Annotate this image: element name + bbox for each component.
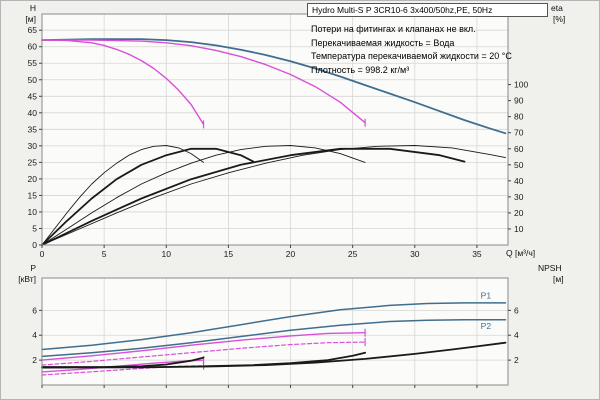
series-eta-system-1 (41, 147, 255, 246)
ytick-right-label: 30 (514, 192, 524, 202)
chart-annotations: Потери на фитингах и клапанах не вкл. Пе… (311, 23, 512, 77)
ytick-right-label: 6 (514, 305, 519, 315)
series-eta-system-2 (41, 147, 466, 246)
annotation-density: Плотность = 998.2 кг/м³ (311, 64, 410, 75)
series-head-2-pumps (41, 39, 366, 124)
y-axis-unit-eta: [%] (553, 14, 566, 24)
ytick-left-label: 4 (32, 330, 37, 340)
ytick-left-label: 15 (28, 190, 38, 200)
series-npsh-3-pumps (41, 341, 507, 369)
ytick-left-label: 5 (32, 223, 37, 233)
xtick-label: 35 (472, 249, 482, 259)
annotation-losses: Потери на фитингах и клапанах не вкл. (311, 24, 476, 34)
x-axis-label-q: Q [м³/ч] (506, 248, 536, 258)
series-eta-1-pump (41, 145, 204, 246)
xtick-label: 0 (40, 249, 45, 259)
ytick-left-label: 10 (28, 207, 38, 217)
xtick-label: 25 (348, 249, 358, 259)
chart-title: Hydro Multi-S P 3CR10-6 3x400/50hz,PE, 5… (312, 5, 493, 15)
chart-head-flow: 0510152025303540455055606510203040506070… (28, 13, 528, 259)
ytick-left-label: 65 (28, 25, 38, 35)
ytick-right-label: 100 (514, 80, 528, 90)
series-p2-2-pumps (41, 341, 366, 366)
ytick-left-label: 0 (32, 240, 37, 250)
plot-border (41, 277, 509, 386)
y-axis-label-eta: eta (551, 3, 563, 13)
ytick-right-label: 4 (514, 330, 519, 340)
ytick-right-label: 90 (514, 96, 524, 106)
xtick-label: 5 (102, 249, 107, 259)
y-axis-unit-p: [кВт] (18, 274, 36, 284)
ytick-right-label: 60 (514, 144, 524, 154)
annotation-liquid: Перекачиваемая жидкость = Вода (311, 37, 455, 48)
series-head-3-pumps (41, 38, 507, 135)
annotation-temperature: Температура перекачиваемой жидкости = 20… (311, 51, 512, 61)
series-label-P1: P1 (481, 290, 492, 300)
y-axis-label-h: H (29, 3, 36, 13)
ytick-right-label: 20 (514, 208, 524, 218)
xtick-label: 10 (162, 249, 172, 259)
ytick-left-label: 2 (32, 355, 37, 365)
series-p1-2-pumps (41, 332, 366, 361)
y-axis-unit-h: [м] (25, 14, 36, 24)
ytick-right-label: 10 (514, 224, 524, 234)
ytick-right-label: 80 (514, 112, 524, 122)
ytick-left-label: 20 (28, 174, 38, 184)
series-p1-3-pumps (41, 302, 507, 351)
series-eta-3-pumps (41, 145, 506, 246)
ytick-left-label: 50 (28, 75, 38, 85)
ytick-left-label: 25 (28, 157, 38, 167)
series-label-P2: P2 (481, 321, 492, 331)
y-axis-label-npsh: NPSH (538, 263, 562, 273)
y-axis-label-p: P (30, 263, 36, 273)
series-eta-2-pumps (41, 145, 366, 246)
xtick-label: 20 (286, 249, 296, 259)
ytick-left-label: 30 (28, 141, 38, 151)
ytick-left-label: 35 (28, 124, 38, 134)
y-axis-unit-npsh: [м] (553, 274, 564, 284)
ytick-right-label: 2 (514, 355, 519, 365)
chart-title-box: Hydro Multi-S P 3CR10-6 3x400/50hz,PE, 5… (307, 3, 548, 17)
ytick-left-label: 60 (28, 42, 38, 52)
series-head-1-pump (41, 39, 205, 126)
ytick-right-label: 50 (514, 160, 524, 170)
series-p2-1-pump (41, 365, 205, 376)
ytick-left-label: 40 (28, 108, 38, 118)
ytick-left-label: 45 (28, 91, 38, 101)
xtick-label: 30 (410, 249, 420, 259)
series-p2-3-pumps (41, 318, 507, 358)
ytick-right-label: 40 (514, 176, 524, 186)
ytick-left-label: 6 (32, 305, 37, 315)
ytick-left-label: 55 (28, 58, 38, 68)
xtick-label: 15 (224, 249, 234, 259)
ytick-right-label: 70 (514, 128, 524, 138)
chart-power-npsh: 2 4 6 2 4 6 P1 P2 (32, 277, 519, 388)
